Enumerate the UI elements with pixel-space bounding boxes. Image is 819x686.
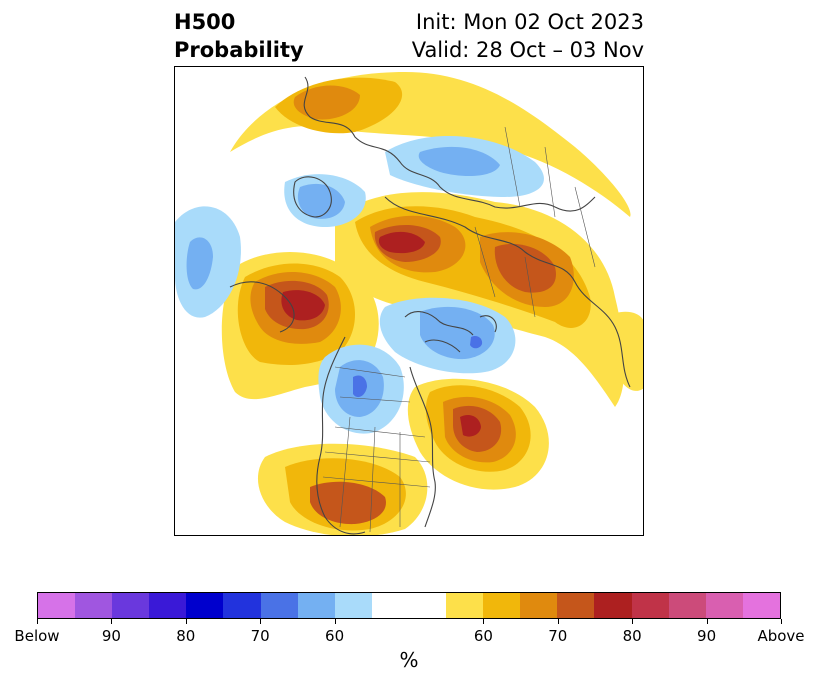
colorbar-tick-label: 80 [622, 627, 642, 645]
map-canvas [175, 72, 643, 535]
coastline-north-america-east [409, 366, 436, 528]
region-above-atlantic-red [460, 415, 481, 437]
colorbar-segment [186, 593, 224, 618]
coastline-asia [384, 196, 631, 388]
colorbar-segment [742, 593, 780, 618]
colorbar-tick-label: 90 [101, 627, 121, 645]
colorbar-tick-mark [335, 619, 336, 624]
colorbar-segment [668, 593, 706, 618]
colorbar-tick-mark [632, 619, 633, 624]
colorbar-tick-label: 90 [697, 627, 717, 645]
coastline-arctic-islands [404, 311, 497, 353]
map-title-right: Init: Mon 02 Oct 2023 Valid: 28 Oct – 03… [412, 8, 644, 64]
region-above-pacific-red [281, 290, 325, 321]
colorbar-segment [75, 593, 113, 618]
colorbar-segment [223, 593, 261, 618]
colorbar-segment [260, 593, 298, 618]
title-init-date: Init: Mon 02 Oct 2023 [415, 10, 644, 34]
map-title-left: H500 Probability [174, 8, 304, 64]
colorbar-tick-label: 70 [548, 627, 568, 645]
coastline-europe [303, 76, 596, 212]
colorbar-unit: % [399, 648, 419, 672]
colorbar-tick-mark [186, 619, 187, 624]
coastline-north-america-west [316, 336, 366, 535]
colorbar-tick-label: Below [14, 627, 60, 645]
colorbar-segment [297, 593, 335, 618]
region-above-asia-red [378, 231, 425, 254]
colorbar-tick-mark [558, 619, 559, 624]
colorbar-segment [594, 593, 632, 618]
colorbar-tick-mark [483, 619, 484, 624]
colorbar-segment [334, 593, 372, 618]
region-below-arctic-center-strong [470, 335, 483, 349]
colorbar-tick-mark [37, 619, 38, 624]
region-above-east-asia-strong [494, 243, 556, 293]
coastline-alaska [229, 281, 295, 333]
colorbar-tick-mark [707, 619, 708, 624]
region-below-arctic-north-mid [418, 146, 500, 177]
region-above-europe-strong [293, 85, 360, 120]
colorbar-segment [705, 593, 743, 618]
colorbar-segment [557, 593, 595, 618]
below-normal-regions [175, 135, 544, 434]
probability-colorbar [37, 592, 781, 619]
colorbar-tick-label: Above [757, 627, 805, 645]
colorbar-tick-label: 80 [176, 627, 196, 645]
region-above-east-edge [605, 311, 643, 391]
colorbar-tick-mark [111, 619, 112, 624]
colorbar-segment [38, 593, 76, 618]
region-below-greenland-mid [297, 183, 345, 219]
colorbar-tick-label: 60 [473, 627, 493, 645]
coastlines [229, 76, 631, 535]
colorbar-tick-mark [781, 619, 782, 624]
colorbar-tick-label: 70 [250, 627, 270, 645]
region-below-canada-strong [353, 375, 367, 398]
title-variable: H500 [174, 10, 236, 34]
title-product: Probability [174, 38, 304, 62]
colorbar-segment [520, 593, 558, 618]
region-below-pacific-west-mid [186, 237, 213, 290]
state-boundaries [322, 126, 596, 533]
colorbar-segment [371, 593, 409, 618]
colorbar-segment [446, 593, 484, 618]
title-valid-range: Valid: 28 Oct – 03 Nov [411, 38, 644, 62]
probability-map [174, 66, 644, 536]
colorbar-tick-mark [260, 619, 261, 624]
colorbar-segment [408, 593, 447, 618]
colorbar-tick-label: 60 [325, 627, 345, 645]
colorbar-segment [631, 593, 669, 618]
coastline-greenland [293, 176, 332, 218]
colorbar-segment [149, 593, 187, 618]
colorbar-segment [483, 593, 521, 618]
colorbar-segment [112, 593, 150, 618]
region-above-south-us-strong [310, 481, 386, 525]
